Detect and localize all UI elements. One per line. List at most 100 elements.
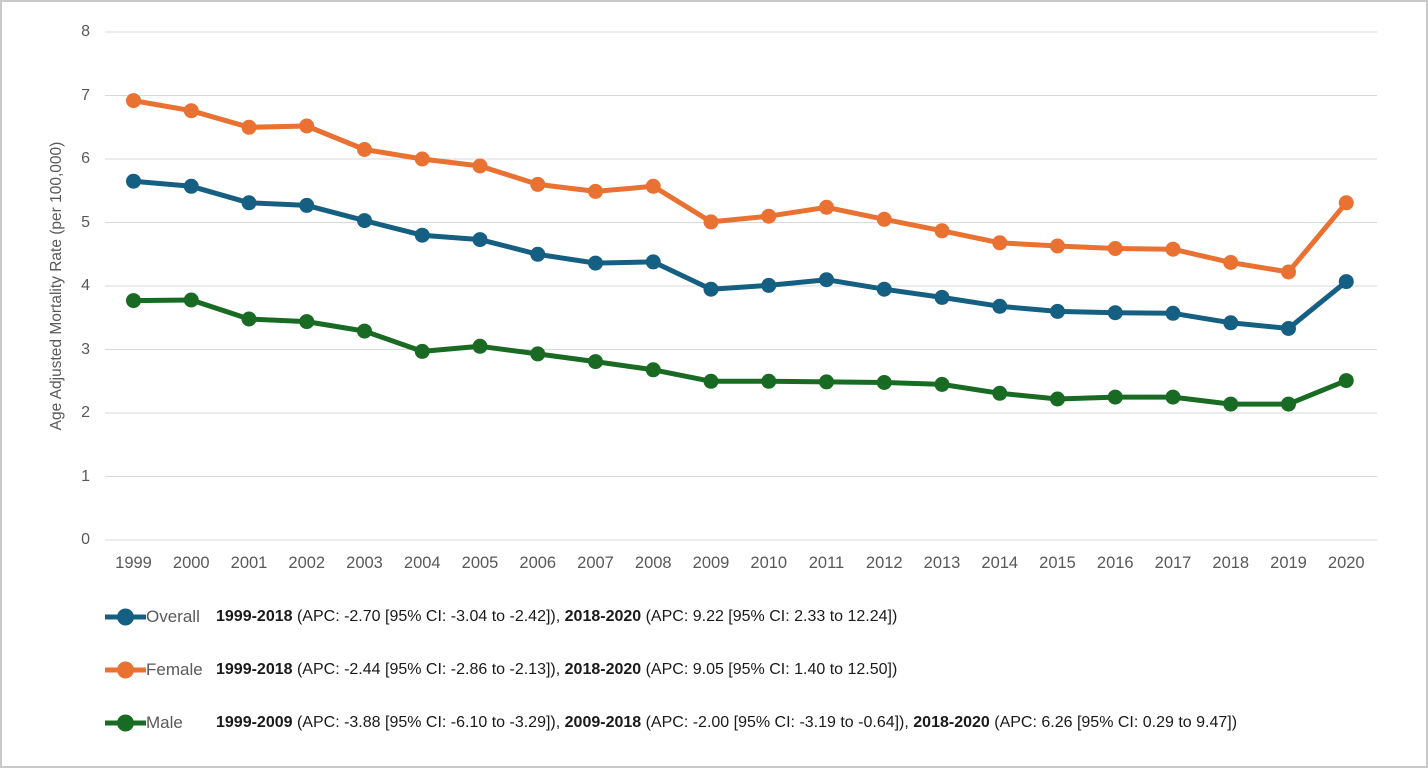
x-tick-label: 2016 [1096, 554, 1134, 572]
y-tick-label: 3 [81, 340, 90, 358]
series-female [126, 93, 1354, 280]
data-point-marker [934, 223, 950, 239]
y-tick-label: 7 [81, 86, 90, 104]
y-tick-label: 0 [81, 531, 90, 548]
x-tick-label: 2004 [403, 554, 441, 572]
x-tick-label: 2009 [692, 554, 730, 572]
data-point-marker [876, 281, 892, 297]
data-point-marker [761, 373, 777, 389]
legend-row-overall: Overall 1999-2018 (APC: -2.70 [95% CI: -3… [105, 605, 897, 629]
x-tick-label: 2014 [981, 554, 1019, 572]
x-tick-label: 2007 [577, 554, 614, 572]
data-point-marker [357, 213, 372, 229]
legend-label: Male [146, 713, 183, 732]
x-tick-label: 2002 [288, 554, 326, 572]
data-point-marker [761, 277, 777, 293]
data-point-marker [472, 158, 488, 174]
data-point-marker [183, 178, 199, 194]
data-point-marker [645, 362, 661, 378]
data-point-marker [530, 246, 546, 262]
series-line [131, 98, 1349, 275]
x-tick-label: 2000 [172, 554, 210, 572]
data-point-marker [1281, 264, 1296, 280]
data-point-marker [645, 178, 661, 194]
x-tick-label: 2005 [461, 554, 499, 572]
data-point-marker [1107, 305, 1123, 321]
data-point-marker [876, 211, 892, 227]
data-point-marker [241, 311, 257, 327]
x-tick-label: 2020 [1327, 554, 1365, 572]
legend-row-male: Male 1999-2009 (APC: -3.88 [95% CI: -6.10… [105, 711, 1237, 735]
data-point-marker [703, 214, 719, 230]
data-point-marker [761, 208, 777, 224]
data-point-marker [992, 235, 1008, 251]
x-tick-label: 2013 [923, 554, 961, 572]
x-tick-label: 2006 [519, 554, 557, 572]
x-tick-label: 2008 [634, 554, 672, 572]
data-point-marker [588, 183, 603, 199]
data-point-marker [1223, 255, 1239, 270]
data-point-marker [588, 255, 603, 271]
data-point-marker [241, 119, 257, 135]
y-tick-label: 5 [81, 213, 90, 231]
data-point-marker [1281, 321, 1296, 336]
data-point-marker [472, 338, 488, 354]
x-tick-label: 2015 [1039, 554, 1076, 572]
data-point-marker [934, 376, 950, 392]
legend-apc-annotation: 1999-2018 (APC: -2.70 [95% CI: -3.04 to … [216, 608, 898, 625]
legend-apc-annotation: 1999-2009 (APC: -3.88 [95% CI: -6.10 to … [216, 714, 1238, 731]
x-tick-label: 2011 [808, 554, 845, 572]
x-tick-label: 2010 [750, 554, 788, 572]
data-point-marker [703, 281, 719, 297]
data-point-marker [1338, 274, 1354, 290]
data-point-marker [992, 385, 1008, 401]
data-point-marker [126, 173, 141, 189]
x-tick-label: 2003 [346, 554, 383, 572]
data-point-marker [183, 103, 199, 119]
data-point-marker [1165, 241, 1181, 257]
data-point-marker [1050, 303, 1065, 319]
series-line [131, 178, 1349, 331]
data-point-marker [1050, 391, 1065, 407]
data-point-marker [126, 93, 141, 109]
legend-marker-dot [117, 608, 134, 626]
series-overall [126, 173, 1354, 336]
data-point-marker [472, 232, 488, 248]
data-point-marker [299, 118, 315, 134]
data-point-marker [819, 374, 834, 390]
data-point-marker [530, 346, 546, 362]
legend-apc-annotation: 1999-2018 (APC: -2.44 [95% CI: -2.86 to … [216, 661, 898, 678]
y-tick-label: 6 [81, 150, 90, 167]
data-point-marker [876, 375, 892, 390]
legend-line-marker-icon [105, 661, 146, 679]
data-point-marker [299, 314, 315, 330]
data-point-marker [126, 293, 141, 309]
legend-marker-dot [117, 661, 134, 679]
x-tick-label: 1999 [115, 554, 152, 572]
legend-row-female: Female 1999-2018 (APC: -2.44 [95% CI: -2.… [105, 658, 897, 682]
data-point-marker [1165, 389, 1181, 405]
x-tick-label: 2012 [865, 554, 903, 572]
data-point-marker [1281, 396, 1296, 412]
data-point-marker [645, 254, 661, 270]
data-point-marker [1107, 389, 1123, 405]
y-tick-label: 2 [81, 404, 90, 421]
data-point-marker [357, 323, 372, 339]
data-point-marker [1223, 396, 1239, 412]
data-point-marker [934, 289, 950, 305]
series-line [131, 297, 1349, 407]
data-point-marker [703, 373, 719, 389]
data-point-marker [530, 176, 546, 192]
data-point-marker [588, 354, 603, 370]
data-point-marker [1107, 241, 1123, 256]
data-point-marker [1338, 195, 1354, 211]
data-point-marker [241, 195, 257, 211]
y-tick-label: 1 [81, 467, 90, 485]
data-point-marker [819, 199, 834, 215]
data-point-marker [992, 298, 1008, 314]
data-point-marker [299, 197, 315, 213]
x-tick-label: 2018 [1212, 554, 1250, 572]
legend-line-marker-icon [105, 714, 146, 732]
data-point-marker [357, 142, 372, 157]
